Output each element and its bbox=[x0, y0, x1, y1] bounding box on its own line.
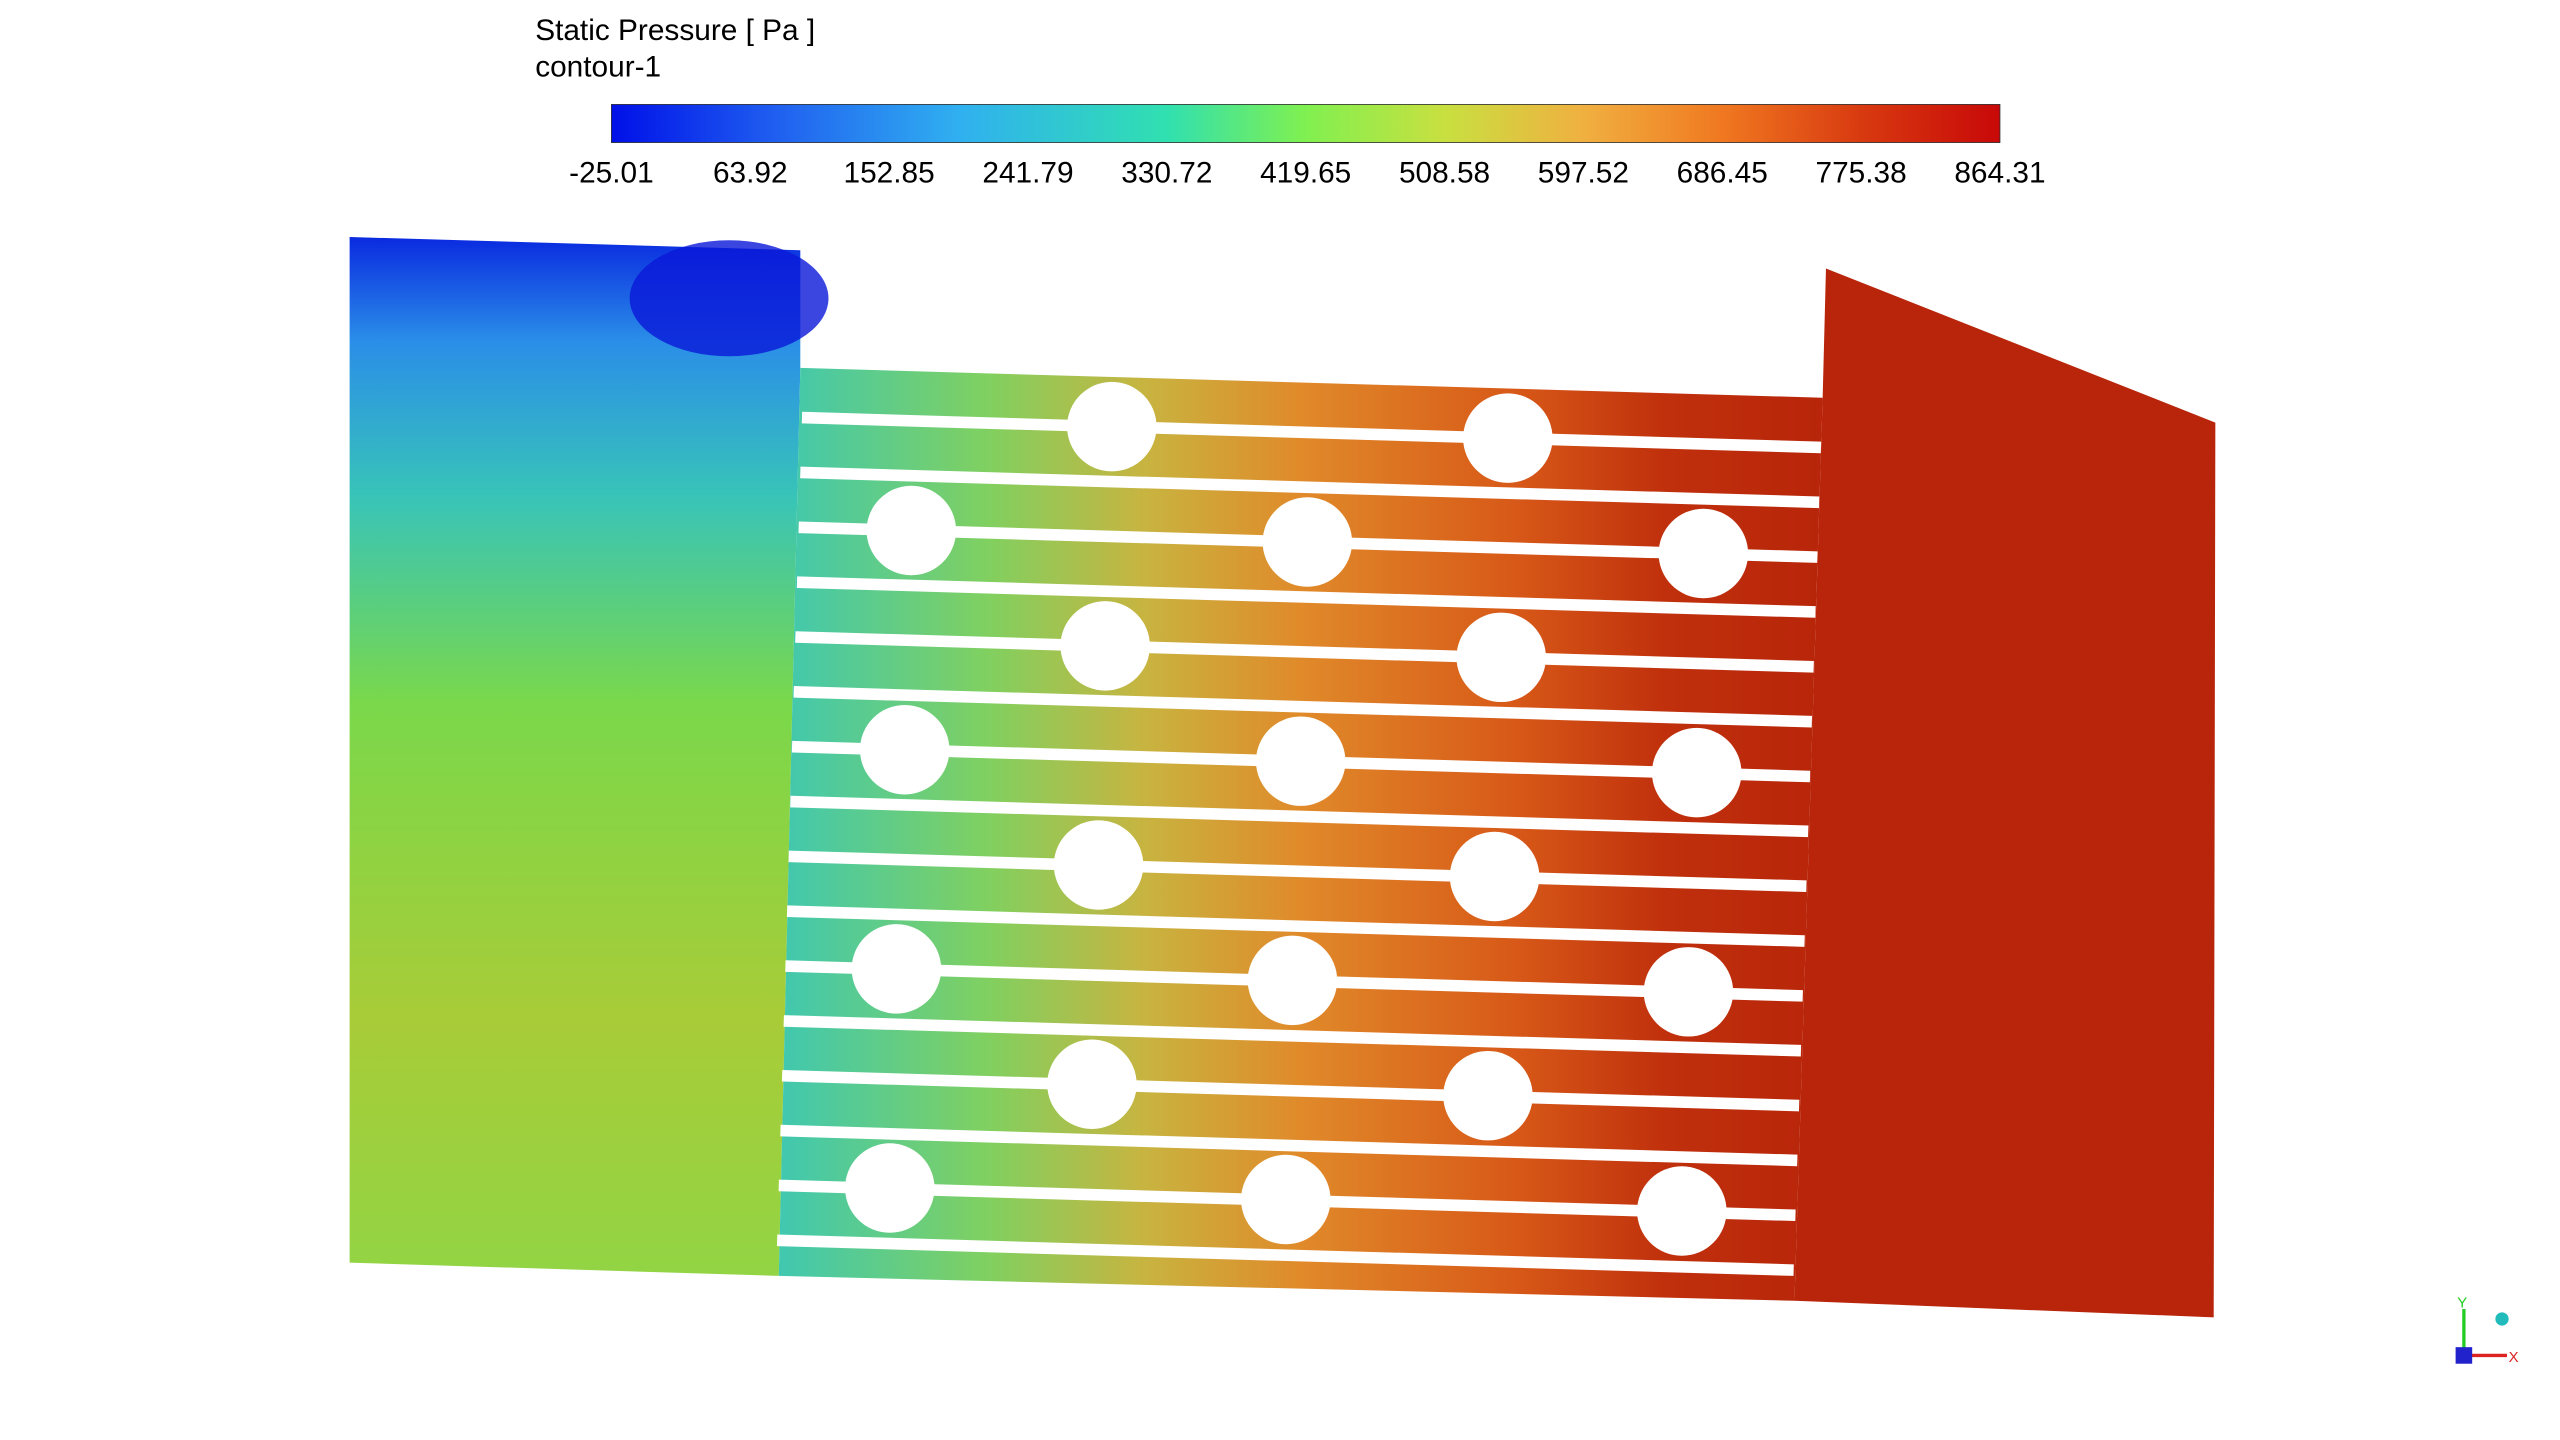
tubes bbox=[845, 381, 1749, 1256]
tube bbox=[1637, 1166, 1727, 1256]
x-label: X bbox=[2509, 1350, 2519, 1366]
legend-title: Static Pressure [ Pa ] bbox=[535, 14, 815, 47]
colorbar-tick-label: 775.38 bbox=[1816, 156, 1907, 189]
fin bbox=[783, 1015, 1802, 1057]
tube bbox=[866, 485, 957, 576]
tube bbox=[1247, 935, 1338, 1026]
colorbar-tick-label: 597.52 bbox=[1538, 156, 1629, 189]
colorbar-tick-label: 508.58 bbox=[1399, 156, 1490, 189]
colorbar-ticks: -25.01 63.92 152.85 241.79 330.72 419.65 508.5… bbox=[569, 156, 2045, 189]
outlet-region bbox=[1794, 268, 2216, 1318]
legend-subtitle: contour-1 bbox=[535, 50, 661, 83]
y-label: Y bbox=[2457, 1295, 2467, 1311]
axis-triad: X Y bbox=[2455, 1295, 2519, 1366]
tube bbox=[1449, 831, 1540, 922]
tube bbox=[1047, 1039, 1137, 1129]
tube bbox=[1463, 393, 1553, 483]
fins bbox=[776, 411, 1822, 1276]
tube bbox=[1255, 716, 1346, 806]
colorbar-tick-label: 864.31 bbox=[1954, 156, 2045, 189]
fin bbox=[793, 686, 1813, 728]
tube bbox=[1651, 727, 1742, 818]
tube bbox=[1456, 612, 1546, 703]
fin bbox=[781, 1069, 1800, 1112]
z-axis bbox=[2455, 1347, 2473, 1364]
colorbar bbox=[611, 104, 2001, 143]
inlet-region bbox=[349, 236, 801, 1276]
fin bbox=[800, 466, 1820, 509]
tube bbox=[845, 1143, 935, 1233]
colorbar-tick-label: 419.65 bbox=[1260, 156, 1351, 189]
light bbox=[2495, 1312, 2509, 1326]
colorbar-tick-label: -25.01 bbox=[569, 156, 654, 189]
tube bbox=[851, 924, 942, 1014]
tube bbox=[1643, 947, 1734, 1037]
tube bbox=[1262, 497, 1353, 587]
low-pressure-zone bbox=[629, 240, 829, 357]
tube bbox=[1658, 508, 1749, 599]
tube bbox=[1060, 601, 1150, 691]
fin bbox=[786, 905, 1805, 947]
tube bbox=[1053, 820, 1144, 910]
colorbar-tick-label: 241.79 bbox=[982, 156, 1073, 189]
fin bbox=[776, 1234, 1794, 1276]
fin bbox=[801, 411, 1822, 454]
tube bbox=[1067, 381, 1157, 472]
colorbar-tick-label: 63.92 bbox=[713, 156, 788, 189]
tube bbox=[1443, 1050, 1533, 1141]
fin bbox=[788, 850, 1807, 892]
fin bbox=[795, 631, 1814, 673]
tube bbox=[1241, 1154, 1331, 1245]
fin bbox=[790, 795, 1809, 838]
colorbar-tick-label: 330.72 bbox=[1121, 156, 1212, 189]
tube bbox=[859, 704, 950, 795]
colorbar-tick-label: 686.45 bbox=[1677, 156, 1768, 189]
fin bbox=[796, 576, 1816, 618]
fin bbox=[780, 1124, 1798, 1167]
colorbar-tick-label: 152.85 bbox=[844, 156, 935, 189]
